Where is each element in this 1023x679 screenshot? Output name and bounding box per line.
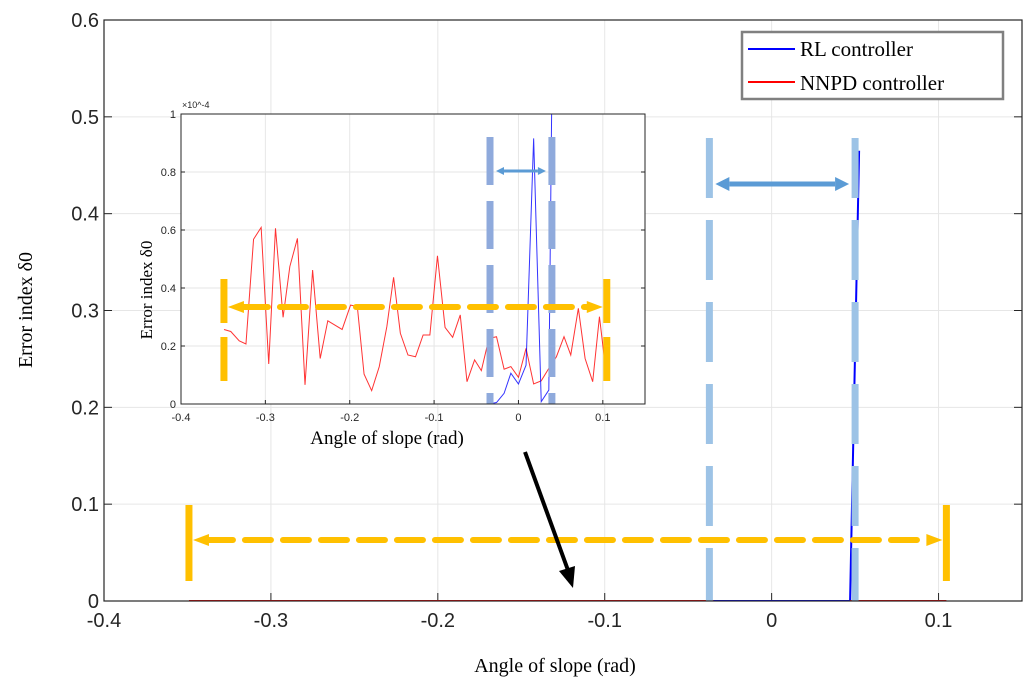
legend: RL controller NNPD controller [740, 30, 1005, 101]
inset-blue-arrow-head-right [537, 167, 546, 175]
inset-y-tick-label: 0.6 [161, 225, 176, 237]
inset-series-line-rl [488, 114, 553, 404]
main-y-tick-label: 0.6 [71, 10, 99, 32]
main-blue-arrow-head-left [715, 177, 730, 191]
inset-x-tick-label: -0.4 [172, 412, 191, 424]
inset-x-tick-label: 0.1 [595, 412, 610, 424]
main-series-group [188, 150, 947, 601]
inset-y-tick-label: 0 [170, 399, 176, 411]
main-x-tick-label: 0.1 [925, 610, 953, 632]
main-yellow-arrow-head-right [926, 534, 943, 546]
main-x-label: Angle of slope (rad) [474, 655, 636, 677]
inset-yellow-arrow-head-left [227, 301, 244, 313]
main-blue-arrow-head-right [835, 177, 850, 191]
main-x-tick-label: -0.4 [87, 610, 121, 632]
inset-annotations [220, 137, 611, 404]
main-x-tick-label: -0.3 [254, 610, 288, 632]
inset-y-tick-label: 0.8 [161, 167, 176, 179]
inset-y-tick-label: 0.4 [161, 283, 176, 295]
main-y-tick-label: 0.5 [71, 107, 99, 129]
main-x-tick-label: -0.2 [421, 610, 455, 632]
legend-label-nnpd: NNPD controller [800, 71, 944, 95]
inset-y-tick-label: 1 [170, 109, 176, 121]
main-y-tick-label: 0 [88, 591, 99, 613]
inset-axes-box [180, 113, 646, 405]
main-axes-box [103, 19, 1023, 602]
inset-blue-arrow-head-left [496, 167, 505, 175]
pointer-arrow-head [559, 566, 575, 588]
main-y-tick-label: 0.3 [71, 301, 99, 323]
inset-yellow-arrow-head-right [586, 301, 603, 313]
inset-series-line-nnpd [223, 225, 608, 393]
main-x-tick-label: 0 [766, 610, 777, 632]
inset-y-multiplier: ×10^-4 [182, 100, 210, 110]
main-annotations [185, 138, 950, 601]
main-y-label: Error index δ0 [15, 252, 37, 368]
main-blue-range-arrow [715, 177, 850, 191]
inset-x-tick-label: 0 [515, 412, 521, 424]
inset-series-group [223, 114, 608, 404]
legend-label-rl: RL controller [800, 37, 913, 61]
pointer-arrow-shaft [523, 451, 571, 574]
inset-x-tick-label: -0.2 [340, 412, 359, 424]
inset-x-tick-label: -0.1 [425, 412, 444, 424]
inset-y-tick-label: 0.2 [161, 341, 176, 353]
main-y-tick-label: 0.4 [71, 204, 99, 226]
inset-y-label: Error index δ0 [137, 241, 156, 340]
main-series-line-rl [713, 150, 861, 601]
inset-plot-area [181, 114, 645, 404]
main-y-tick-label: 0.1 [71, 494, 99, 516]
inset-blue-range-arrow [496, 167, 546, 175]
inset-x-tick-label: -0.3 [256, 412, 275, 424]
inset-x-label: Angle of slope (rad) [310, 428, 464, 449]
main-y-tick-label: 0.2 [71, 397, 99, 419]
main-x-tick-label: -0.1 [587, 610, 621, 632]
main-yellow-arrow-head-left [192, 534, 209, 546]
